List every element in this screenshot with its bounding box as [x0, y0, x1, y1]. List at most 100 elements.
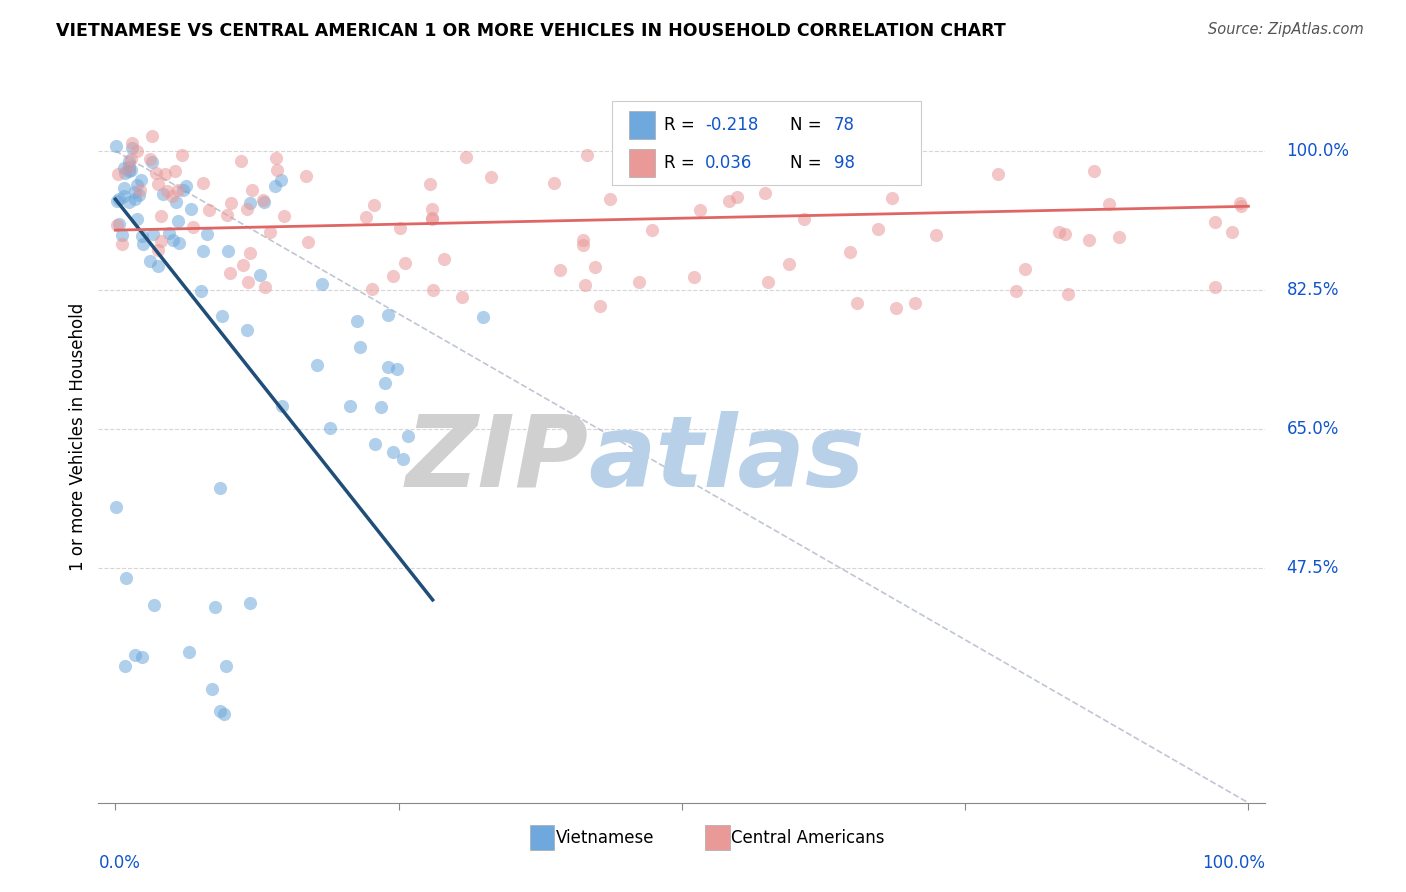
Text: 82.5%: 82.5%: [1286, 281, 1339, 299]
Point: [124, 186, 146, 200]
Point: [117, 161, 139, 175]
Point: [307, 358, 329, 372]
Point: [571, 237, 593, 252]
Point: [104, 138, 127, 153]
Text: -0.218: -0.218: [706, 116, 759, 134]
Point: [572, 233, 595, 247]
Point: [420, 202, 443, 217]
Point: [209, 704, 232, 718]
Point: [387, 362, 409, 376]
Point: [1220, 225, 1243, 239]
Point: [191, 244, 214, 258]
Point: [793, 211, 815, 226]
Point: [543, 177, 565, 191]
Point: [236, 202, 259, 216]
Point: [396, 429, 419, 443]
Point: [252, 193, 274, 207]
Point: [193, 176, 215, 190]
Point: [172, 147, 194, 161]
Point: [880, 191, 903, 205]
FancyBboxPatch shape: [530, 824, 554, 850]
Point: [839, 245, 862, 260]
Point: [599, 192, 621, 206]
Point: [866, 222, 889, 236]
Point: [925, 227, 948, 242]
Point: [689, 203, 711, 218]
Text: 0.0%: 0.0%: [98, 854, 141, 872]
Point: [377, 359, 399, 374]
Point: [152, 187, 174, 202]
Point: [354, 210, 377, 224]
Point: [127, 144, 149, 158]
Point: [346, 314, 368, 328]
Point: [987, 167, 1010, 181]
Point: [394, 256, 416, 270]
Point: [169, 235, 191, 250]
Point: [1083, 164, 1105, 178]
Point: [422, 283, 444, 297]
Point: [162, 233, 184, 247]
Point: [756, 276, 779, 290]
Text: 98: 98: [834, 153, 855, 172]
Point: [641, 223, 664, 237]
Point: [389, 220, 412, 235]
FancyBboxPatch shape: [630, 111, 655, 138]
Point: [754, 186, 776, 201]
Point: [451, 290, 474, 304]
Point: [167, 214, 190, 228]
Point: [150, 210, 173, 224]
Point: [131, 228, 153, 243]
Point: [114, 571, 136, 585]
Text: N =: N =: [790, 153, 827, 172]
Point: [589, 299, 612, 313]
Point: [121, 136, 143, 150]
Point: [141, 154, 163, 169]
Point: [1108, 230, 1130, 244]
Point: [319, 421, 342, 435]
Point: [112, 181, 135, 195]
Point: [219, 195, 242, 210]
Point: [361, 282, 384, 296]
Point: [628, 275, 651, 289]
Point: [145, 166, 167, 180]
Text: 100.0%: 100.0%: [1202, 854, 1265, 872]
Point: [219, 266, 242, 280]
Point: [294, 169, 316, 184]
Point: [217, 244, 239, 258]
Point: [884, 301, 907, 315]
Point: [1230, 199, 1253, 213]
Point: [1098, 197, 1121, 211]
Point: [198, 203, 221, 218]
Point: [118, 164, 141, 178]
Text: ZIP: ZIP: [405, 410, 589, 508]
Point: [725, 190, 748, 204]
Point: [433, 252, 456, 266]
Point: [138, 254, 160, 268]
Point: [264, 178, 287, 193]
Point: [121, 141, 143, 155]
Y-axis label: 1 or more Vehicles in Household: 1 or more Vehicles in Household: [69, 303, 87, 571]
Point: [129, 173, 152, 187]
Text: R =: R =: [665, 153, 700, 172]
Point: [165, 194, 187, 209]
Point: [239, 246, 262, 260]
Point: [156, 185, 179, 199]
Point: [264, 151, 287, 165]
Point: [683, 269, 706, 284]
Point: [105, 194, 128, 208]
Point: [370, 400, 392, 414]
Text: N =: N =: [790, 116, 827, 134]
Point: [105, 218, 128, 232]
Point: [846, 296, 869, 310]
Point: [209, 481, 232, 495]
Point: [575, 147, 598, 161]
FancyBboxPatch shape: [630, 149, 655, 177]
Point: [1047, 225, 1070, 239]
Point: [120, 152, 142, 166]
Point: [236, 322, 259, 336]
Point: [420, 211, 443, 225]
Text: Central Americans: Central Americans: [731, 829, 884, 847]
Point: [128, 188, 150, 202]
Point: [890, 152, 912, 166]
Point: [107, 167, 129, 181]
